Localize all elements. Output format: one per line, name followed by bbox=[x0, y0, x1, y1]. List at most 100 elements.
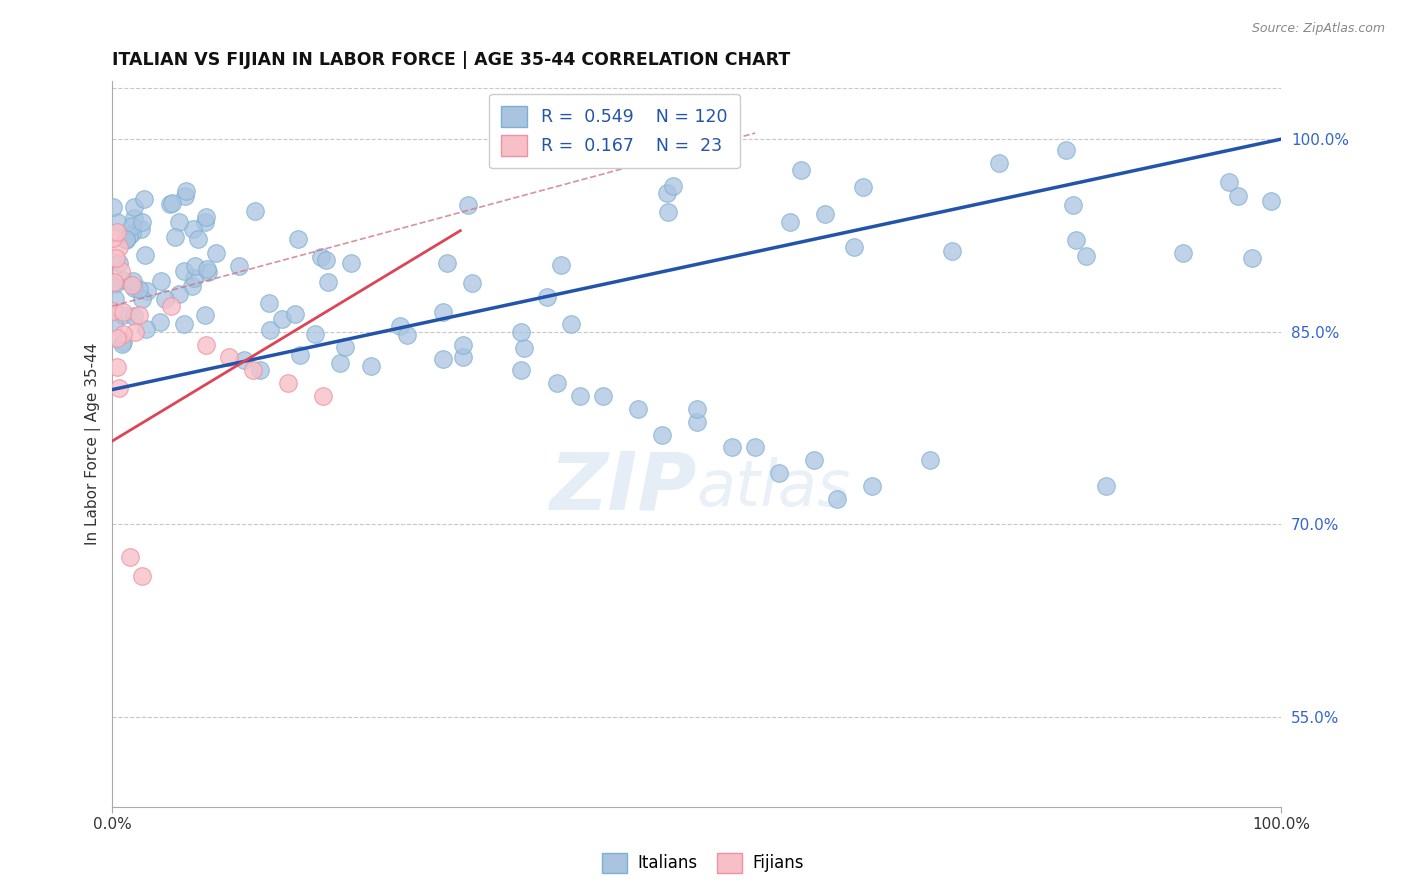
Fijians bbox=[128, 308, 150, 322]
Italians bbox=[655, 186, 678, 200]
Legend: R =  0.549    N = 120, R =  0.167    N =  23: R = 0.549 N = 120, R = 0.167 N = 23 bbox=[489, 94, 740, 168]
Italians bbox=[149, 315, 172, 329]
Italians bbox=[360, 359, 382, 374]
Fijians bbox=[104, 252, 127, 266]
Italians bbox=[194, 309, 217, 323]
Italians bbox=[149, 274, 172, 288]
Italians bbox=[118, 229, 141, 244]
Fijians bbox=[101, 231, 124, 245]
Fijians bbox=[108, 381, 131, 395]
Italians bbox=[187, 232, 209, 246]
Y-axis label: In Labor Force | Age 35-44: In Labor Force | Age 35-44 bbox=[86, 343, 101, 545]
Italians bbox=[121, 219, 143, 234]
Italians bbox=[844, 240, 866, 254]
Italians bbox=[183, 270, 205, 285]
Italians bbox=[131, 215, 153, 229]
Italians bbox=[860, 479, 883, 493]
Text: atlas: atlas bbox=[697, 457, 851, 519]
Italians bbox=[288, 348, 311, 362]
Italians bbox=[181, 278, 204, 293]
Italians bbox=[825, 491, 848, 506]
Fijians bbox=[111, 327, 134, 342]
Italians bbox=[1171, 246, 1194, 260]
Italians bbox=[1227, 189, 1250, 203]
Italians bbox=[114, 233, 136, 247]
Fijians bbox=[124, 325, 146, 339]
Italians bbox=[153, 292, 176, 306]
Italians bbox=[1094, 479, 1116, 493]
Italians bbox=[136, 284, 159, 298]
Italians bbox=[173, 264, 195, 278]
Italians bbox=[662, 179, 685, 194]
Italians bbox=[104, 292, 127, 306]
Italians bbox=[803, 453, 825, 467]
Italians bbox=[195, 261, 218, 276]
Fijians bbox=[312, 389, 335, 403]
Italians bbox=[657, 204, 679, 219]
Italians bbox=[197, 265, 219, 279]
Italians bbox=[111, 273, 134, 287]
Fijians bbox=[105, 225, 128, 239]
Italians bbox=[1241, 252, 1264, 266]
Italians bbox=[122, 309, 145, 323]
Fijians bbox=[103, 275, 125, 289]
Italians bbox=[720, 441, 742, 455]
Italians bbox=[920, 453, 942, 467]
Italians bbox=[165, 230, 187, 244]
Italians bbox=[167, 214, 190, 228]
Italians bbox=[159, 197, 181, 211]
Fijians bbox=[218, 351, 240, 365]
Italians bbox=[122, 281, 145, 295]
Italians bbox=[1062, 198, 1084, 212]
Italians bbox=[790, 163, 813, 178]
Text: ZIP: ZIP bbox=[550, 449, 697, 526]
Italians bbox=[315, 252, 337, 267]
Italians bbox=[287, 232, 309, 246]
Italians bbox=[814, 207, 837, 221]
Italians bbox=[457, 198, 479, 212]
Italians bbox=[852, 179, 875, 194]
Italians bbox=[132, 192, 155, 206]
Italians bbox=[941, 244, 963, 258]
Italians bbox=[284, 308, 307, 322]
Italians bbox=[461, 277, 484, 291]
Italians bbox=[128, 282, 150, 296]
Italians bbox=[257, 295, 280, 310]
Italians bbox=[259, 323, 281, 337]
Italians bbox=[121, 274, 143, 288]
Fijians bbox=[277, 376, 299, 391]
Italians bbox=[228, 259, 250, 273]
Italians bbox=[592, 389, 614, 403]
Fijians bbox=[105, 359, 128, 374]
Italians bbox=[205, 245, 228, 260]
Italians bbox=[108, 256, 131, 270]
Italians bbox=[388, 318, 411, 333]
Italians bbox=[131, 222, 153, 236]
Fijians bbox=[101, 303, 124, 318]
Italians bbox=[243, 204, 266, 219]
Fijians bbox=[131, 569, 153, 583]
Italians bbox=[1260, 194, 1282, 208]
Italians bbox=[560, 317, 582, 331]
Text: Source: ZipAtlas.com: Source: ZipAtlas.com bbox=[1251, 22, 1385, 36]
Fijians bbox=[194, 337, 217, 351]
Italians bbox=[1218, 175, 1240, 189]
Italians bbox=[395, 327, 418, 342]
Italians bbox=[451, 337, 474, 351]
Text: ITALIAN VS FIJIAN IN LABOR FORCE | AGE 35-44 CORRELATION CHART: ITALIAN VS FIJIAN IN LABOR FORCE | AGE 3… bbox=[112, 51, 790, 69]
Italians bbox=[432, 305, 454, 319]
Italians bbox=[309, 250, 332, 264]
Fijians bbox=[105, 331, 128, 345]
Fijians bbox=[108, 240, 131, 254]
Italians bbox=[101, 200, 124, 214]
Italians bbox=[744, 441, 766, 455]
Italians bbox=[174, 189, 197, 203]
Fijians bbox=[118, 549, 141, 564]
Italians bbox=[134, 248, 156, 262]
Italians bbox=[318, 276, 340, 290]
Italians bbox=[451, 351, 474, 365]
Italians bbox=[1064, 233, 1087, 247]
Italians bbox=[169, 286, 191, 301]
Fijians bbox=[121, 278, 143, 293]
Italians bbox=[550, 258, 572, 272]
